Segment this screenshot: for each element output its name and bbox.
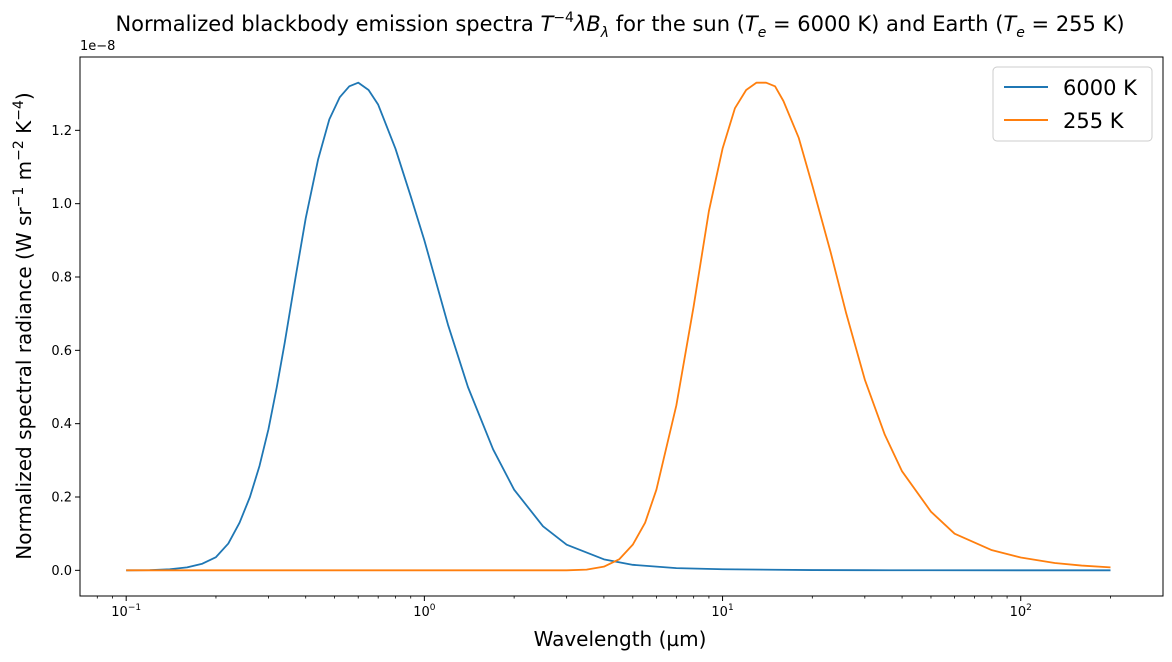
y-tick-label: 0.8 [51,271,72,286]
y-tick-label: 1.2 [51,124,72,139]
x-tick-base: 10 [1010,605,1027,620]
x-tick-exponent: 2 [1026,603,1032,613]
plot-frame [79,56,1164,597]
x-tick-base: 10 [413,605,430,620]
series-line-255-k [126,81,1111,572]
legend: 6000 K 255 K [992,66,1153,142]
y-axis-ticks: 0.0 0.2 0.4 0.6 0.8 1.0 1.2 [51,124,80,579]
x-tick-label: 10−1 [111,603,141,620]
legend-box [992,66,1153,142]
y-tick-label: 0.2 [51,491,72,506]
series-layer [126,81,1111,572]
x-tick-exponent: 0 [430,603,436,613]
x-tick-base: 10 [711,605,728,620]
y-tick-label: 0.0 [51,564,72,579]
x-tick-base: 10 [111,605,128,620]
y-tick-label: 0.4 [51,417,72,432]
y-tick-label: 1.0 [51,197,72,212]
x-tick-label: 102 [1010,603,1032,620]
legend-label-255k: 255 K [1063,109,1125,133]
x-axis-ticks: 10−1 100 101 102 [96,596,1111,620]
x-tick-exponent: −1 [128,603,141,613]
y-tick-label: 0.6 [51,344,72,359]
series-line-6000-k [126,81,1111,572]
x-tick-label: 100 [413,603,436,620]
chart-title: Normalized blackbody emission spectra T−… [115,10,1124,41]
y-axis-label: Normalized spectral radiance (W sr−1 m−2… [11,92,36,559]
x-axis-label: Wavelength (µm) [534,627,707,651]
x-tick-exponent: 1 [728,603,734,613]
x-tick-label: 101 [711,603,733,620]
y-offset-label: 1e−8 [80,39,115,54]
legend-label-6000k: 6000 K [1063,76,1138,100]
